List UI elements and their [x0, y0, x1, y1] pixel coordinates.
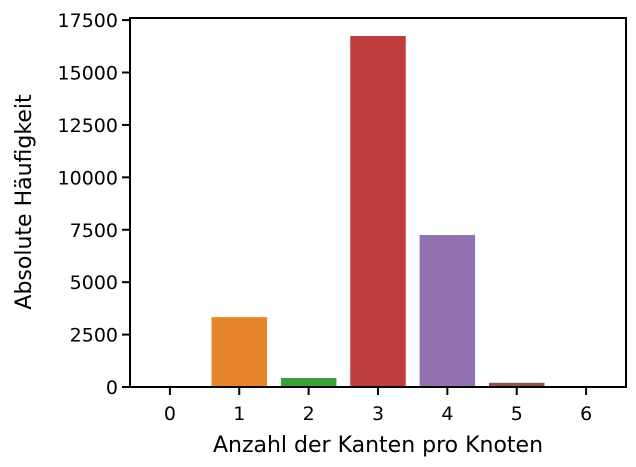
bar-4	[419, 235, 476, 387]
x-tick-label: 4	[441, 403, 453, 425]
y-tick-label: 12500	[58, 115, 118, 137]
bars-group	[142, 36, 614, 387]
y-axis-ticks: 0 2500 5000 7500 10000 12500 15000 17500	[58, 10, 130, 399]
y-axis-label: Absolute Häufigkeit	[12, 94, 37, 310]
x-axis-label: Anzahl der Kanten pro Knoten	[213, 433, 543, 458]
bar-1	[211, 317, 268, 387]
bar-2	[280, 377, 337, 387]
y-tick-label: 15000	[58, 63, 118, 85]
y-tick-label: 2500	[70, 325, 118, 347]
x-axis-ticks: 0 1 2 3 4 5 6	[164, 387, 592, 425]
y-tick-label: 0	[106, 377, 118, 399]
x-tick-label: 0	[164, 403, 176, 425]
x-tick-label: 2	[303, 403, 315, 425]
y-tick-label: 7500	[70, 220, 118, 242]
y-tick-label: 10000	[58, 167, 118, 189]
bar-5	[488, 382, 545, 387]
x-tick-label: 3	[372, 403, 384, 425]
y-tick-label: 17500	[58, 10, 118, 32]
x-tick-label: 1	[233, 403, 245, 425]
bar-3	[350, 36, 406, 387]
x-tick-label: 6	[580, 403, 592, 425]
y-tick-label: 5000	[70, 272, 118, 294]
x-tick-label: 5	[511, 403, 523, 425]
